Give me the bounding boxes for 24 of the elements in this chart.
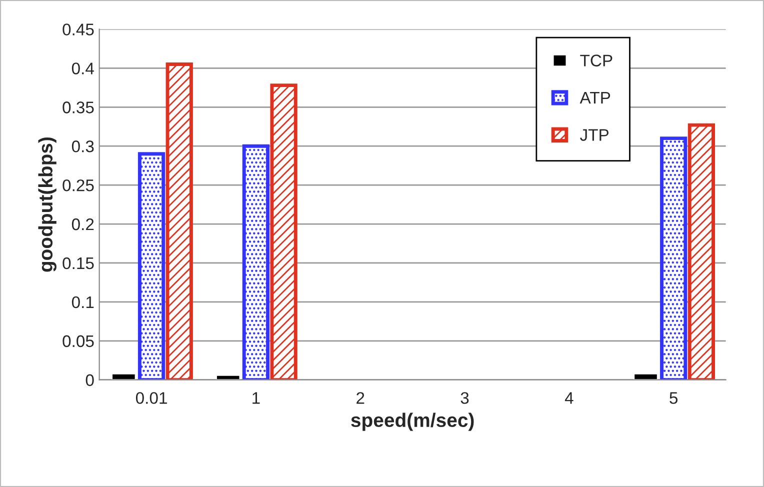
bar <box>216 374 241 380</box>
x-tick-label: 0.01 <box>136 392 167 404</box>
x-tick-label: 1 <box>252 392 260 404</box>
y-tick-label: 0 <box>86 374 94 386</box>
legend-label: TCP <box>580 54 612 66</box>
x-axis-title: speed(m/sec) <box>351 412 474 431</box>
y-tick-label: 0.3 <box>72 140 94 152</box>
y-tick-label: 0.1 <box>72 296 94 308</box>
y-tick-label: 0.05 <box>62 335 94 348</box>
y-axis-title: goodput(kbps) <box>38 137 56 272</box>
x-tick-label: 3 <box>460 392 469 404</box>
legend-label: ATP <box>580 92 610 104</box>
x-tick-label: 2 <box>356 392 364 404</box>
y-tick-label: 0.2 <box>72 218 94 230</box>
legend-label: JTP <box>580 129 609 141</box>
y-tick-label: 0.4 <box>72 62 94 74</box>
y-tick-label: 0.25 <box>62 179 94 192</box>
y-tick-label: 0.45 <box>62 24 94 36</box>
y-tick-label: 0.35 <box>62 102 94 114</box>
x-tick-label: 5 <box>670 392 678 404</box>
bar <box>633 372 658 380</box>
y-tick-label: 0.15 <box>62 257 94 270</box>
x-tick-label: 4 <box>564 392 574 404</box>
bar <box>111 372 136 380</box>
